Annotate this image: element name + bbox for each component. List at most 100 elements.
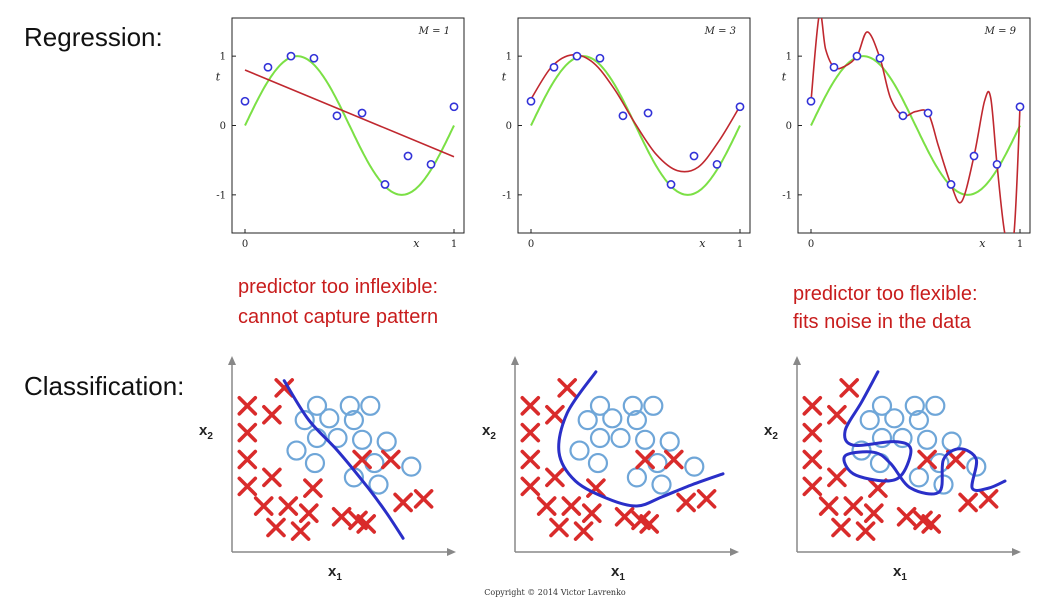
data-point: [403, 151, 413, 161]
x-axis-label: x: [979, 237, 986, 250]
decision-boundary: [282, 379, 405, 540]
class-cross-point: [917, 449, 937, 470]
data-point: [735, 102, 745, 112]
class-cross-point: [381, 449, 401, 470]
data-point: [643, 108, 653, 118]
classification-plot-overfit: x1 x2: [764, 356, 1021, 583]
y-axis-label: t: [502, 70, 507, 83]
data-point: [666, 180, 676, 189]
class-cross-point: [278, 496, 299, 516]
plot-area: [244, 55, 455, 196]
class-cross-point: [635, 449, 655, 470]
data-point: [426, 159, 436, 169]
data-point: [852, 51, 862, 61]
data-point: [806, 96, 816, 106]
x-axis-label: x1: [611, 563, 625, 583]
y-axis-label-subscript: 2: [207, 431, 213, 442]
class-cross-point: [802, 476, 823, 497]
x-axis-label-subscript: 1: [336, 572, 342, 583]
class-cross-point: [545, 467, 565, 488]
class-circle-point: [610, 427, 631, 449]
true-function-curve: [810, 55, 1021, 196]
class-circle-point: [376, 431, 397, 452]
class-cross-point: [818, 496, 839, 516]
class-cross-point: [978, 489, 999, 509]
class-cross-point: [549, 517, 569, 538]
class-circle-point: [871, 427, 893, 449]
class-cross-point: [237, 476, 258, 497]
class-cross-point: [299, 503, 319, 523]
class-cross-point: [843, 496, 864, 516]
class-cross-point: [520, 449, 541, 470]
class-cross-point: [868, 478, 888, 498]
y-tick-label: 1: [786, 52, 792, 63]
fitted-curve: [244, 69, 455, 158]
x-tick-label: 0: [242, 239, 248, 250]
class-cross-point: [802, 396, 823, 416]
class-circle-point: [643, 395, 664, 416]
class-cross-point: [913, 510, 933, 531]
x-tick-label: 0: [808, 239, 814, 250]
y-tick-label: 0: [506, 121, 512, 132]
y-axis-label-subscript: 2: [490, 431, 496, 442]
class-circle-point: [908, 410, 930, 431]
class-cross-point: [839, 378, 859, 398]
x-tick-label: 1: [451, 239, 457, 250]
class-cross-point: [614, 506, 635, 527]
class-cross-point: [237, 422, 258, 443]
class-cross-point: [266, 517, 286, 538]
model-order-label: M = 1: [418, 26, 450, 37]
data-point: [969, 151, 979, 161]
fitted-curve: [810, 18, 1021, 233]
class-circle-point: [569, 440, 590, 461]
class-circle-point: [343, 410, 364, 431]
class-circle-point: [602, 408, 623, 429]
class-circle-point: [916, 429, 938, 450]
class-circle-point: [626, 410, 648, 431]
class-circle-point: [319, 408, 340, 429]
regression-plot-m1: 1 0 -1 0 1 t x M = 1: [216, 17, 465, 250]
class-cross-point: [831, 517, 851, 538]
y-axis-label: t: [782, 70, 787, 83]
class-cross-point: [253, 496, 274, 516]
data-point: [449, 102, 459, 112]
class-circle-point: [908, 467, 930, 488]
x-axis-arrow: [730, 548, 739, 556]
class-cross-point: [393, 492, 413, 513]
true-function-curve: [244, 55, 455, 196]
class-circle-point: [327, 427, 348, 449]
class-cross-point: [262, 467, 282, 488]
regression-label: Regression:: [24, 22, 163, 52]
data-point: [689, 151, 699, 161]
x-axis-label: x: [699, 237, 706, 250]
class-cross-point: [802, 422, 823, 443]
x-axis-label: x: [413, 237, 420, 250]
class-circle-point: [871, 395, 893, 416]
class-cross-point: [561, 496, 582, 516]
class-circle-point: [589, 427, 611, 449]
data-point: [618, 111, 628, 121]
y-tick-label: -1: [216, 190, 226, 201]
class-circle-point: [925, 395, 946, 416]
classification-plot-linear: x1 x2: [199, 356, 456, 583]
fitted-curve: [530, 53, 741, 173]
class-cross-point: [413, 489, 434, 509]
class-circle-point: [306, 395, 328, 416]
class-circle-point: [352, 429, 373, 450]
y-axis-label: x2: [482, 422, 496, 442]
class-circle-point: [368, 474, 389, 495]
class-circle-point: [304, 452, 326, 474]
regression-plot-m3: 1 0 -1 0 1 t x M = 3: [502, 17, 751, 250]
data-point: [1015, 102, 1025, 112]
class-circle-point: [892, 427, 913, 449]
y-axis-label: x2: [764, 422, 778, 442]
y-axis-arrow: [228, 356, 236, 365]
class-circle-point: [869, 452, 891, 474]
class-circle-point: [286, 440, 307, 461]
plot-area: [530, 53, 741, 196]
data-point: [549, 62, 559, 72]
class-cross-point: [290, 521, 311, 541]
class-circle-point: [634, 429, 656, 450]
class-cross-point: [520, 476, 541, 497]
